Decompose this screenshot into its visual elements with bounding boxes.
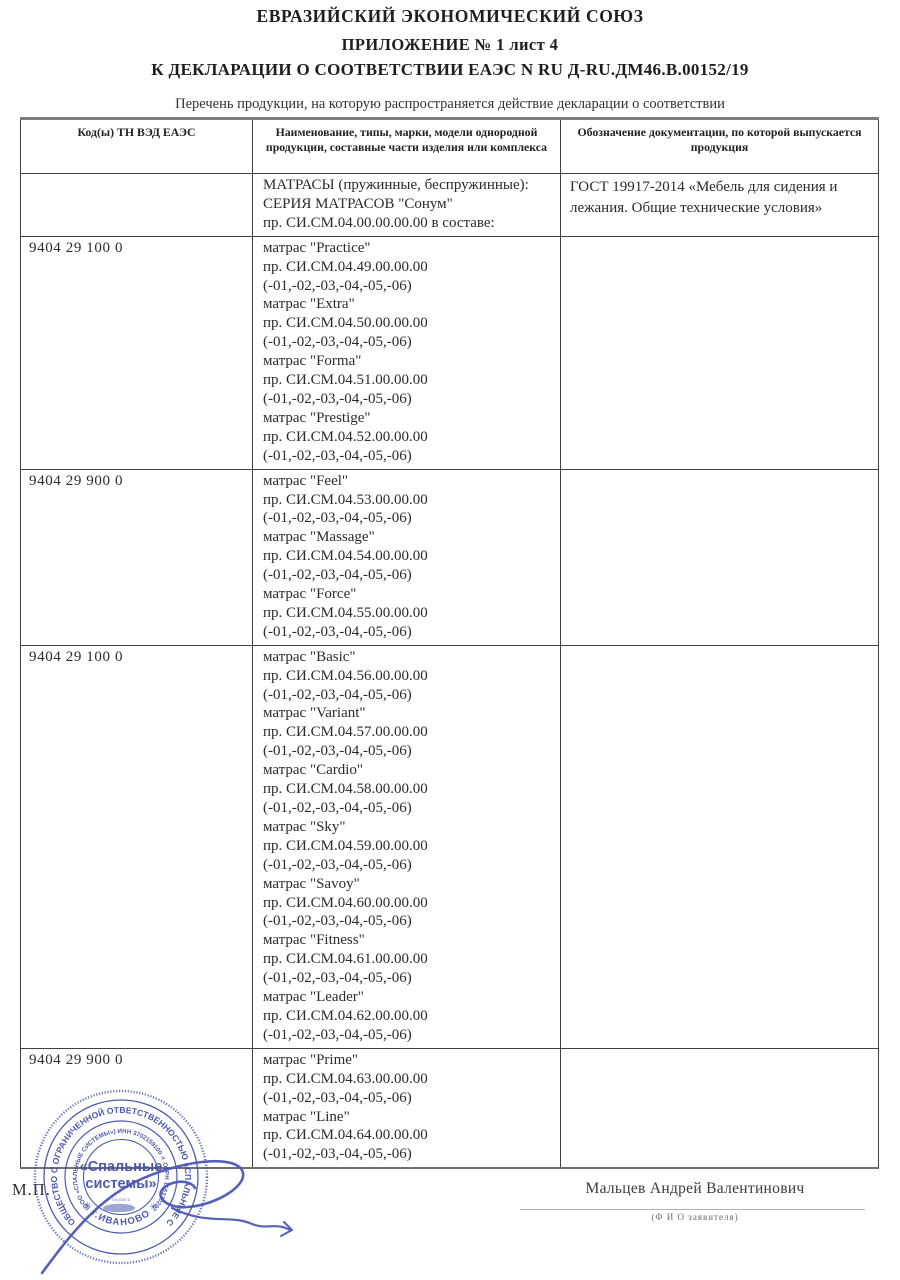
- table-row: 9404 29 900 0 матрас "Feel" пр. СИ.СМ.04.5…: [20, 468, 879, 646]
- product-line: матрас "Prestige": [263, 409, 371, 426]
- documentation-cell: ГОСТ 19917-2014 «Мебель для сидения и ле…: [560, 173, 879, 237]
- product-line: пр. СИ.СМ.04.51.00.00.00: [263, 372, 428, 389]
- product-line: пр. СИ.СМ.04.64.00.00.00: [263, 1127, 428, 1144]
- product-cell: матрас "Prime" пр. СИ.СМ.04.63.00.00.00 (-…: [252, 1047, 561, 1169]
- table-row: 9404 29 100 0 матрас "Practice" пр. СИ.СМ.…: [20, 235, 879, 470]
- stamp-center-line1: «Спальные: [80, 1159, 163, 1175]
- product-line: пр. СИ.СМ.04.63.00.00.00: [263, 1070, 428, 1087]
- product-line: (-01,-02,-03,-04,-05,-06): [263, 1146, 412, 1163]
- table-row: МАТРАСЫ (пружинные, беспружинные): СЕРИЯ …: [20, 173, 879, 237]
- product-line: матрас "Prime": [263, 1051, 359, 1068]
- declaration-number-title: К ДЕКЛАРАЦИИ О СООТВЕТСТВИИ ЕАЭС N RU Д-…: [151, 60, 749, 79]
- signature-tail-hook: [280, 1221, 293, 1237]
- stamp-podpis-label: подпись: [112, 1197, 131, 1203]
- product-table: Код(ы) ТН ВЭД ЕАЭС Наименование, типы, м…: [20, 117, 879, 1170]
- stamp-ink-smudge: [103, 1203, 135, 1213]
- tnved-code-cell: 9404 29 100 0: [20, 235, 253, 470]
- table-row: 9404 29 900 0 матрас "Prime" пр. СИ.СМ.04.…: [20, 1047, 879, 1169]
- table-row: 9404 29 100 0 матрас "Basic" пр. СИ.СМ.04.…: [20, 644, 879, 1049]
- product-cell: матрас "Practice" пр. СИ.СМ.04.49.00.00.0…: [252, 235, 561, 470]
- applicant-signature: [40, 1160, 293, 1275]
- product-line: пр. СИ.СМ.04.52.00.00.00: [263, 428, 428, 445]
- product-line: матрас "Force": [263, 586, 357, 603]
- product-line: матрас "Sky": [263, 818, 346, 835]
- appendix-title: ПРИЛОЖЕНИЕ № 1 лист 4: [341, 35, 559, 54]
- product-line: матрас "Feel": [263, 472, 349, 489]
- product-line: пр. СИ.СМ.04.55.00.00.00: [263, 604, 428, 621]
- signature-loop-stroke: [40, 1160, 245, 1275]
- applicant-name: Мальцев Андрей Валентинович: [585, 1180, 805, 1197]
- product-line: матрас "Massage": [263, 529, 375, 546]
- product-line: (-01,-02,-03,-04,-05,-06): [263, 334, 412, 351]
- product-line: пр. СИ.СМ.04.57.00.00.00: [263, 724, 428, 741]
- stamp-microtext-ring: [33, 1089, 209, 1265]
- applicant-block: Мальцев Андрей Валентинович (Ф И О заяви…: [520, 1180, 870, 1222]
- union-title: ЕВРАЗИЙСКИЙ ЭКОНОМИЧЕСКИЙ СОЮЗ: [256, 6, 644, 26]
- documentation-cell: [560, 235, 879, 470]
- product-line: (-01,-02,-03,-04,-05,-06): [263, 567, 412, 584]
- product-cell: матрас "Basic" пр. СИ.СМ.04.56.00.00.00 (-…: [252, 644, 561, 1049]
- product-line: пр. СИ.СМ.04.62.00.00.00: [263, 1007, 428, 1024]
- applicant-caption: (Ф И О заявителя): [651, 1212, 739, 1222]
- stamp-outer-circle: [43, 1099, 199, 1255]
- tnved-code-cell: 9404 29 900 0: [20, 468, 253, 646]
- product-line: (-01,-02,-03,-04,-05,-06): [263, 277, 412, 294]
- table-caption: Перечень продукции, на которую распростр…: [175, 96, 725, 112]
- product-line: (-01,-02,-03,-04,-05,-06): [263, 800, 412, 816]
- product-line: матрас "Forma": [263, 353, 362, 370]
- product-line: пр. СИ.СМ.04.56.00.00.00: [263, 667, 428, 684]
- product-line: матрас "Line": [263, 1108, 350, 1125]
- product-line: матрас "Practice": [263, 239, 371, 256]
- stamp-middle-circle: [64, 1120, 178, 1234]
- product-cell: МАТРАСЫ (пружинные, беспружинные): СЕРИЯ …: [252, 173, 561, 237]
- documentation-cell: [560, 1047, 879, 1169]
- product-line: (-01,-02,-03,-04,-05,-06): [263, 623, 412, 640]
- stamp-place-label: М.П.: [12, 1180, 51, 1199]
- product-line: пр. СИ.СМ.04.00.00.00.00 в составе:: [263, 214, 495, 231]
- product-line: (-01,-02,-03,-04,-05,-06): [263, 856, 412, 873]
- product-line: матрас "Savoy": [263, 875, 360, 892]
- product-line: (-01,-02,-03,-04,-05,-06): [263, 447, 412, 464]
- product-table-body: МАТРАСЫ (пружинные, беспружинные): СЕРИЯ …: [20, 173, 879, 1169]
- product-line: (-01,-02,-03,-04,-05,-06): [263, 1089, 412, 1106]
- product-line: (-01,-02,-03,-04,-05,-06): [263, 1026, 412, 1043]
- product-line: пр. СИ.СМ.04.54.00.00.00: [263, 548, 428, 565]
- product-line: пр. СИ.СМ.04.49.00.00.00: [263, 258, 428, 275]
- product-line: пр. СИ.СМ.04.61.00.00.00: [263, 951, 428, 968]
- column-header-product: Наименование, типы, марки, модели одноро…: [252, 118, 561, 174]
- product-line: МАТРАСЫ (пружинные, беспружинные):: [263, 177, 529, 193]
- product-line: матрас "Variant": [263, 705, 366, 722]
- stamp-center-circle: [82, 1138, 160, 1216]
- documentation-cell: [560, 468, 879, 646]
- product-line: СЕРИЯ МАТРАСОВ "Сонум": [263, 195, 453, 212]
- product-line: матрас "Basic": [263, 648, 356, 665]
- product-line: пр. СИ.СМ.04.59.00.00.00: [263, 837, 428, 854]
- product-line: (-01,-02,-03,-04,-05,-06): [263, 970, 412, 987]
- tnved-code-cell: [20, 173, 253, 237]
- tnved-code-cell: 9404 29 100 0: [20, 644, 253, 1049]
- product-line: пр. СИ.СМ.04.58.00.00.00: [263, 781, 428, 798]
- documentation-cell: [560, 644, 879, 1049]
- column-header-documentation: Обозначение документации, по которой вып…: [560, 118, 879, 174]
- product-line: (-01,-02,-03,-04,-05,-06): [263, 686, 412, 703]
- applicant-signature-line: [520, 1209, 865, 1210]
- product-line: матрас "Leader": [263, 989, 364, 1006]
- product-line: пр. СИ.СМ.04.50.00.00.00: [263, 315, 428, 332]
- product-line: матрас "Cardio": [263, 762, 364, 779]
- product-cell: матрас "Feel" пр. СИ.СМ.04.53.00.00.00 (-0…: [252, 468, 561, 646]
- product-line: (-01,-02,-03,-04,-05,-06): [263, 743, 412, 760]
- tnved-code-cell: 9404 29 900 0: [20, 1047, 253, 1169]
- product-line: пр. СИ.СМ.04.53.00.00.00: [263, 491, 428, 508]
- product-line: (-01,-02,-03,-04,-05,-06): [263, 510, 412, 527]
- product-line: (-01,-02,-03,-04,-05,-06): [263, 390, 412, 407]
- product-line: (-01,-02,-03,-04,-05,-06): [263, 913, 412, 930]
- product-table-header: Код(ы) ТН ВЭД ЕАЭС Наименование, типы, м…: [20, 118, 879, 174]
- product-line: матрас "Fitness": [263, 932, 365, 949]
- product-line: матрас "Extra": [263, 296, 355, 313]
- column-header-code: Код(ы) ТН ВЭД ЕАЭС: [20, 118, 253, 174]
- signature-tail-stroke: [170, 1206, 292, 1232]
- product-line: пр. СИ.СМ.04.60.00.00.00: [263, 894, 428, 911]
